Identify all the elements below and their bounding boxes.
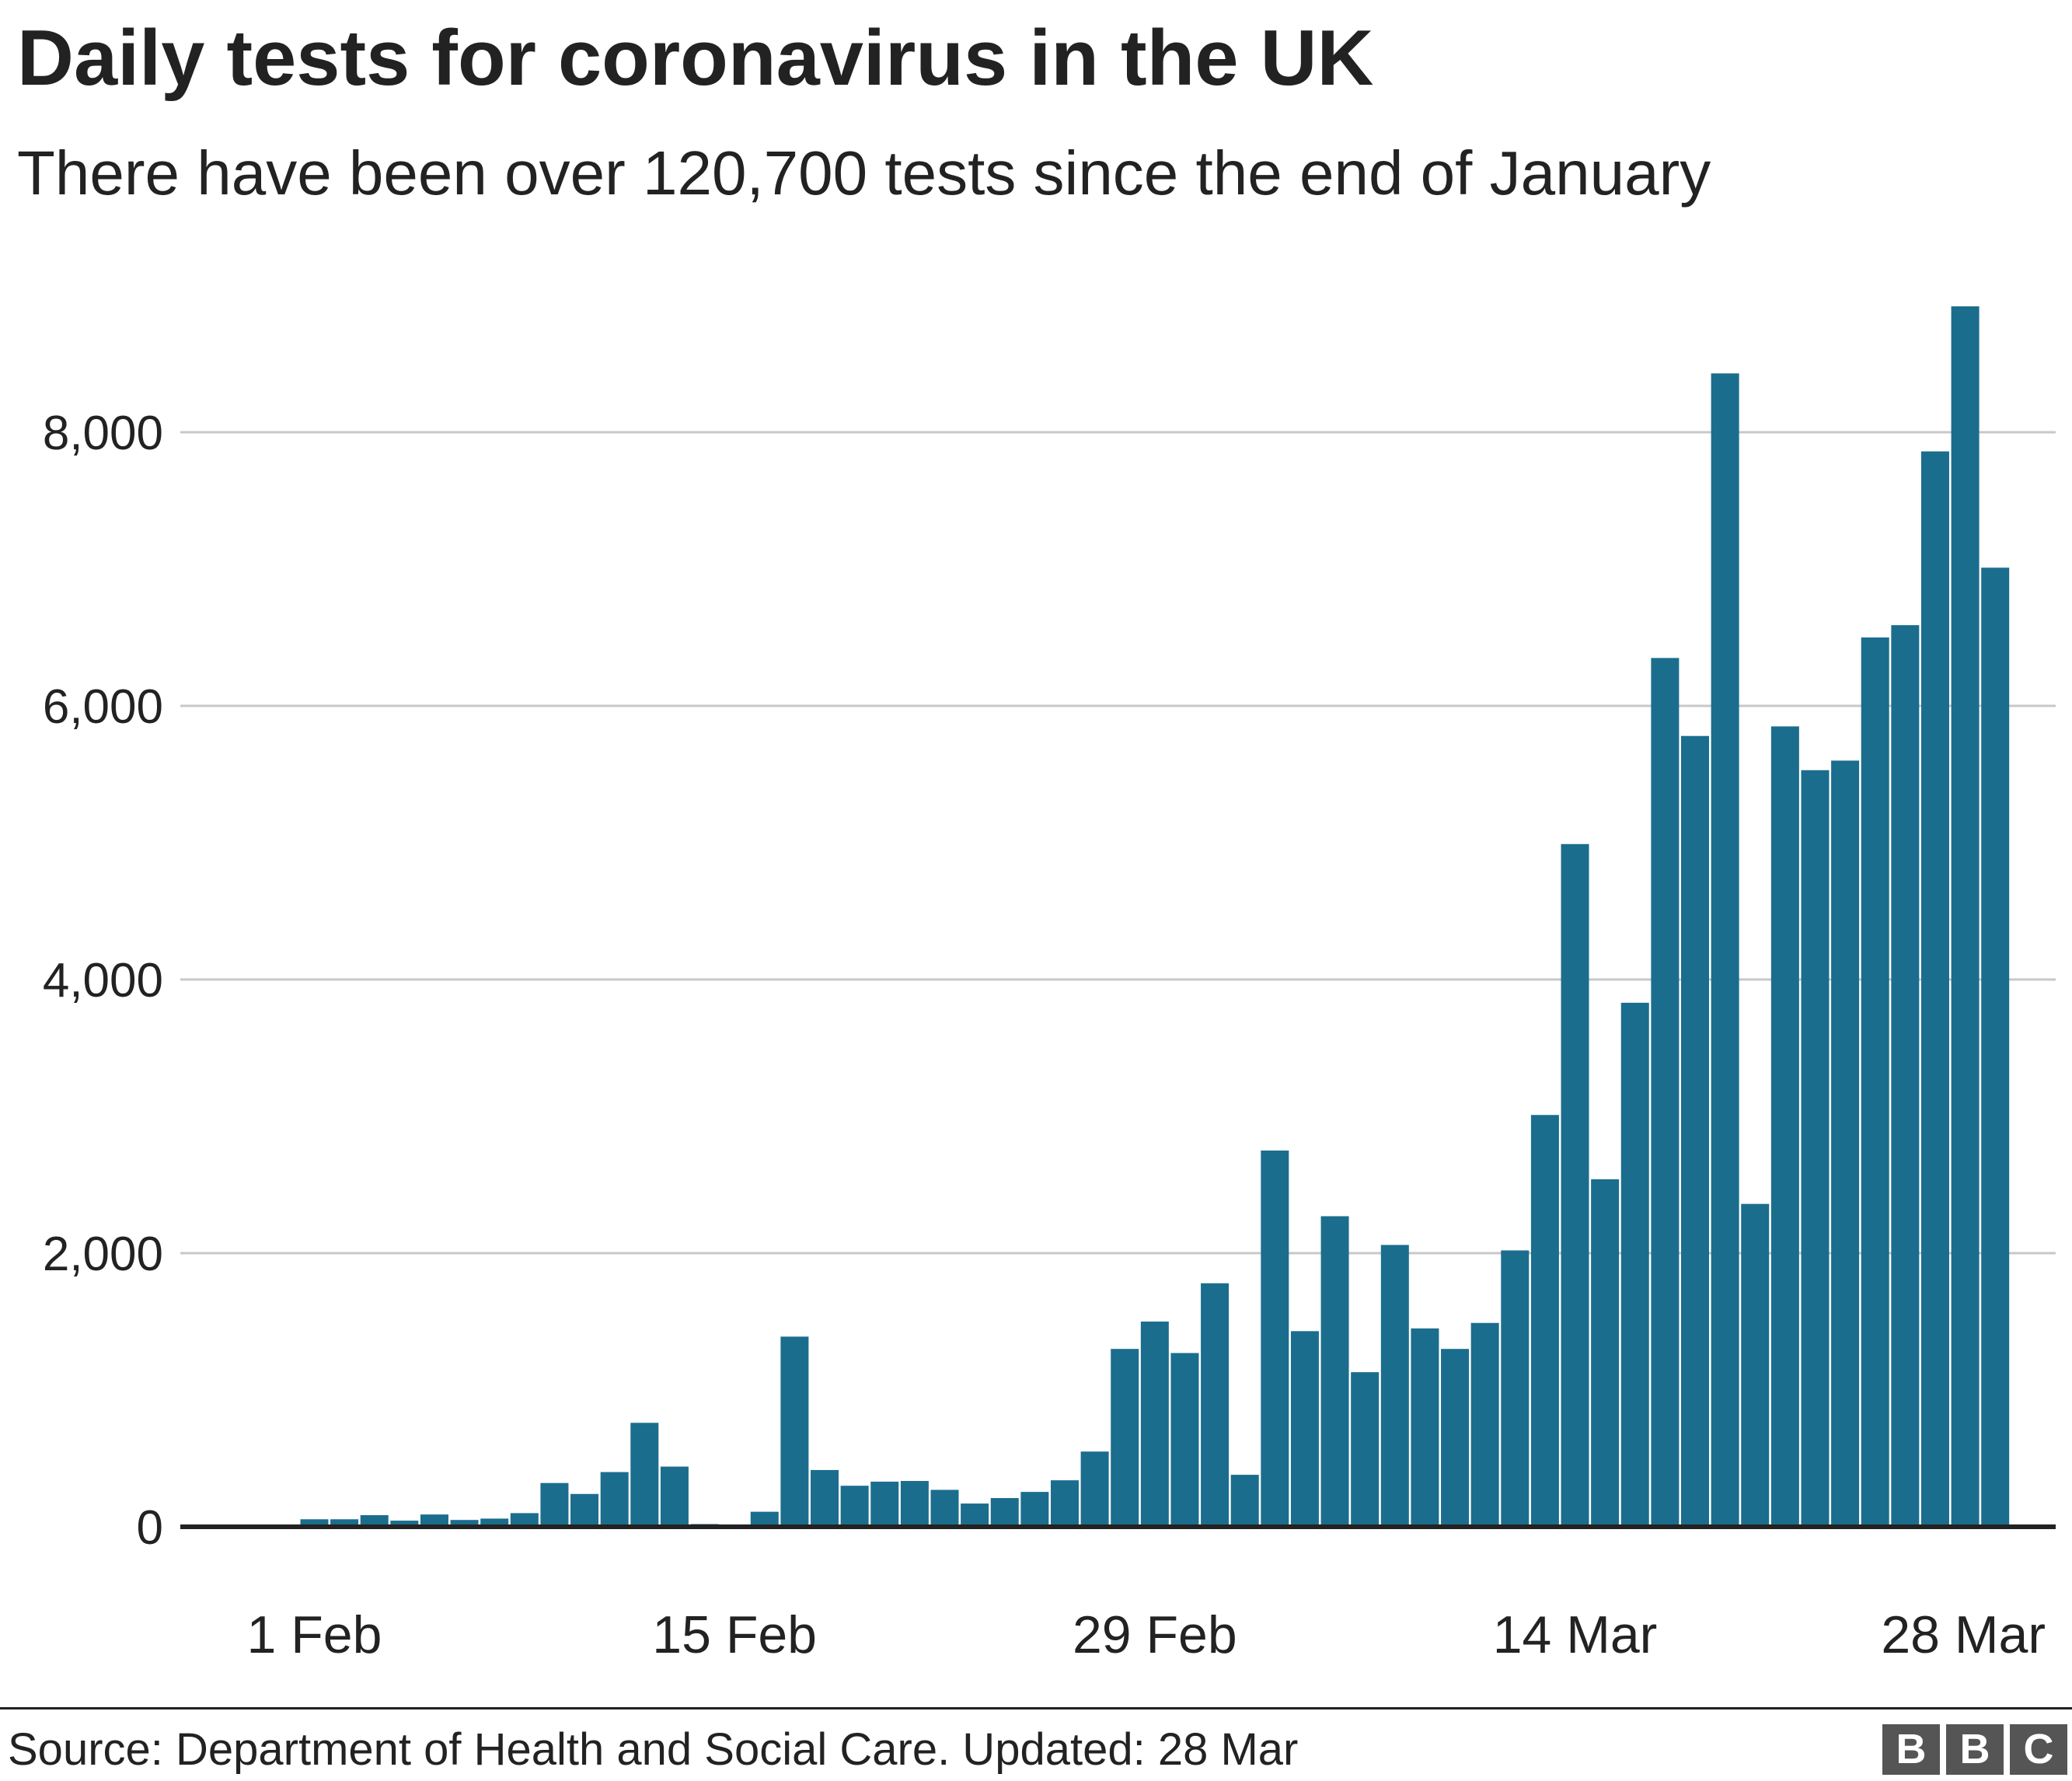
bar — [780, 1336, 809, 1527]
bar — [1831, 760, 1860, 1527]
bar — [1861, 637, 1889, 1527]
bar — [1080, 1451, 1109, 1527]
bar — [900, 1481, 929, 1527]
y-tick-label: 0 — [137, 1501, 163, 1555]
y-tick-label: 8,000 — [43, 407, 163, 460]
bbc-logo-letter: B — [1946, 1724, 2004, 1775]
y-axis-tick-labels: 0 2,000 4,000 6,000 8,000 — [43, 407, 163, 1555]
bar — [1891, 625, 1920, 1528]
bar — [1981, 567, 2010, 1527]
bar — [1470, 1322, 1499, 1527]
y-tick-label: 6,000 — [43, 680, 163, 734]
x-tick-label: 15 Feb — [652, 1605, 817, 1664]
bar — [480, 1518, 509, 1527]
bar — [360, 1515, 389, 1527]
bar — [450, 1520, 479, 1527]
bar — [1170, 1353, 1199, 1527]
chart-title: Daily tests for coronavirus in the UK — [17, 15, 1374, 102]
bbc-logo-letter: C — [2010, 1724, 2067, 1775]
bar — [1501, 1250, 1530, 1527]
bbc-logo: B B C — [1882, 1724, 2067, 1775]
bar — [630, 1423, 659, 1527]
bar — [1290, 1331, 1319, 1527]
bar — [1920, 451, 1949, 1527]
bar — [1561, 843, 1589, 1527]
bar — [1651, 658, 1680, 1527]
bar — [1261, 1151, 1289, 1527]
x-tick-label: 29 Feb — [1073, 1605, 1237, 1664]
source-note: Source: Department of Health and Social … — [8, 1724, 1299, 1775]
bar — [1140, 1322, 1169, 1527]
bar — [1741, 1203, 1770, 1527]
bar — [510, 1513, 539, 1527]
x-tick-label: 1 Feb — [247, 1605, 382, 1664]
bar — [1681, 735, 1709, 1527]
bar — [1050, 1480, 1079, 1527]
bar — [660, 1466, 689, 1527]
bar — [840, 1486, 869, 1527]
bar — [1020, 1492, 1049, 1527]
bar — [930, 1489, 959, 1527]
bbc-logo-letter: B — [1882, 1724, 1940, 1775]
bar — [1591, 1179, 1620, 1527]
x-tick-label: 14 Mar — [1493, 1605, 1658, 1664]
bar — [1711, 373, 1739, 1527]
bar — [1530, 1115, 1559, 1527]
bar — [300, 1519, 329, 1527]
x-axis-tick-labels: 1 Feb 15 Feb 29 Feb 14 Mar 28 Mar — [247, 1605, 2046, 1664]
bar — [1111, 1349, 1139, 1527]
bar — [1441, 1349, 1470, 1527]
bar — [540, 1482, 569, 1527]
y-tick-label: 2,000 — [43, 1227, 163, 1281]
bar — [1351, 1372, 1380, 1527]
bar — [390, 1521, 419, 1527]
chart-subtitle: There have been over 120,700 tests since… — [17, 138, 1711, 208]
bar — [330, 1519, 359, 1527]
footer-divider — [0, 1707, 2072, 1709]
bars — [270, 306, 2010, 1528]
y-tick-label: 4,000 — [43, 954, 163, 1007]
bar — [1620, 1002, 1649, 1527]
bar — [600, 1472, 629, 1527]
bar — [990, 1498, 1019, 1527]
bar — [870, 1481, 899, 1527]
bar — [1380, 1245, 1409, 1527]
bar — [750, 1511, 779, 1527]
bar — [420, 1514, 448, 1527]
x-tick-label: 28 Mar — [1881, 1605, 2046, 1664]
bar — [1411, 1328, 1439, 1527]
bar — [961, 1503, 989, 1527]
bar — [811, 1469, 839, 1527]
bar — [570, 1493, 599, 1527]
bar — [1230, 1475, 1259, 1527]
bar — [1770, 726, 1799, 1527]
bar — [1201, 1283, 1230, 1527]
bar — [1951, 306, 1980, 1528]
bar — [1801, 770, 1830, 1527]
bar — [1320, 1216, 1349, 1527]
